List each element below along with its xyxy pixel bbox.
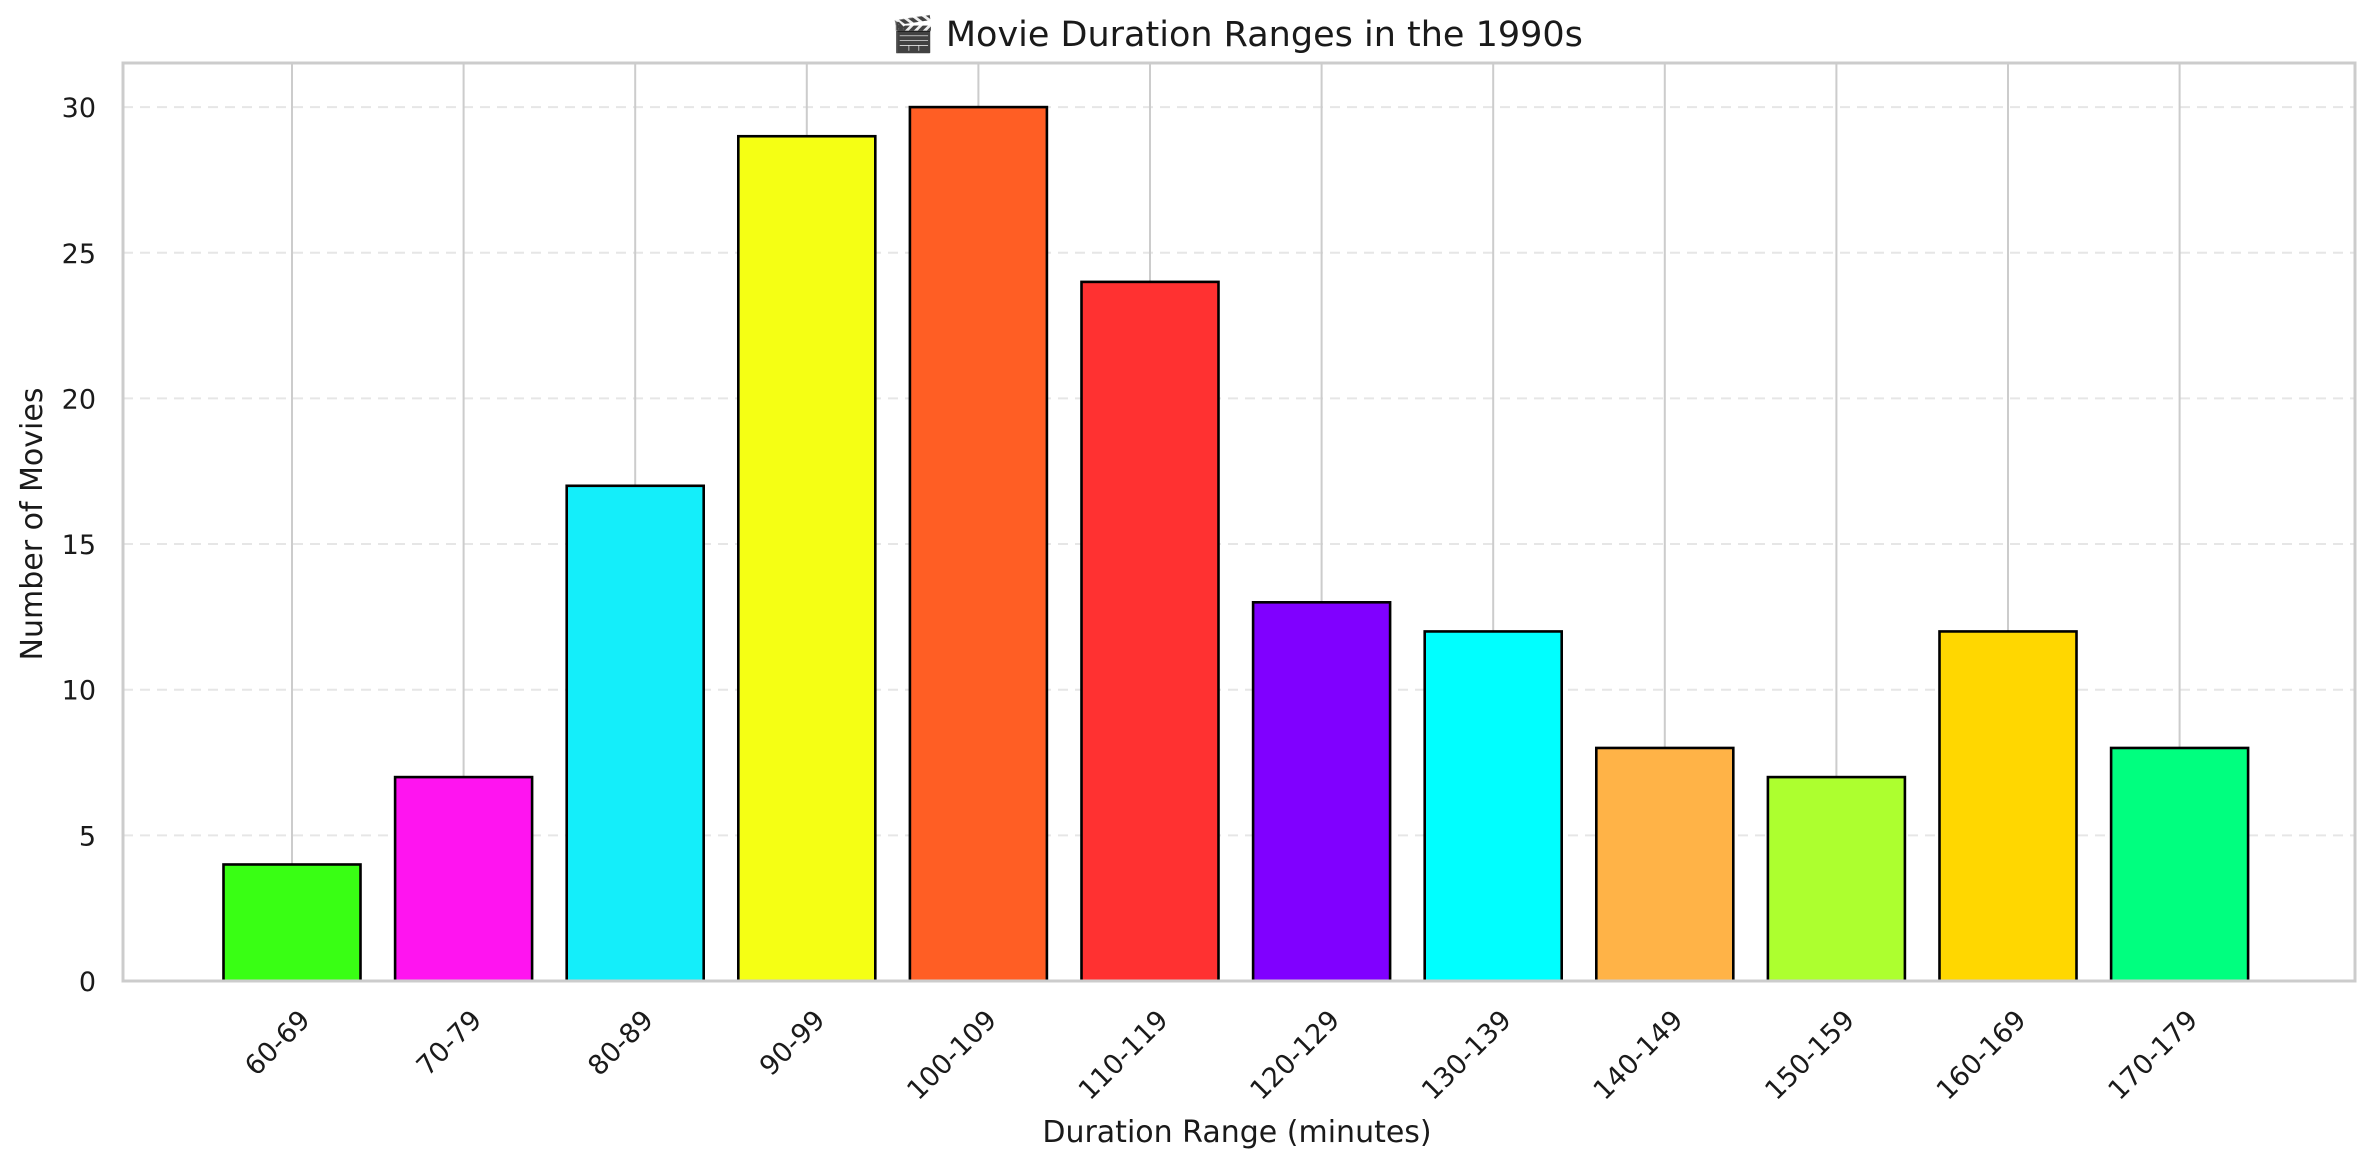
- x-axis-ticks: 60-69 70-79 80-89 90-99 100-109 110-119 120-12…: [239, 1005, 2204, 1107]
- x-tick-label: 130-139: [1416, 1005, 1518, 1107]
- y-tick-label: 5: [79, 821, 96, 852]
- bars: [222, 105, 2250, 983]
- y-tick-label: 30: [62, 93, 96, 124]
- x-tick-label: 150-159: [1759, 1005, 1861, 1107]
- x-tick-label: 90-99: [754, 1005, 831, 1082]
- bar: [1423, 630, 1563, 983]
- bar: [2109, 746, 2250, 983]
- x-tick-label: 170-179: [2102, 1005, 2204, 1107]
- bar: [1766, 775, 1907, 983]
- plot-frame: [121, 61, 2357, 983]
- x-tick-label: 80-89: [582, 1005, 659, 1082]
- x-tick-label: 120-129: [1244, 1005, 1346, 1107]
- x-tick-label: 110-119: [1073, 1005, 1175, 1107]
- x-tick-label: 160-169: [1931, 1005, 2033, 1107]
- bar: [908, 105, 1049, 983]
- bar: [736, 134, 877, 983]
- x-tick-label: 140-149: [1588, 1005, 1690, 1107]
- y-tick-label: 25: [62, 239, 96, 270]
- y-tick-label: 10: [62, 676, 96, 707]
- bar: [1938, 630, 2078, 983]
- y-axis-ticks: 0 5 10 15 20 25 30: [62, 93, 96, 998]
- x-tick-label: 60-69: [239, 1005, 316, 1082]
- chart-title: 🎬 Movie Duration Ranges in the 1990s: [891, 14, 1583, 55]
- x-tick-label: 70-79: [411, 1005, 488, 1082]
- x-axis-label: Duration Range (minutes): [1042, 1115, 1431, 1150]
- y-tick-label: 20: [62, 384, 96, 415]
- x-tick-label: 100-109: [901, 1005, 1003, 1107]
- y-tick-label: 15: [62, 530, 96, 561]
- bar: [1080, 280, 1220, 983]
- y-tick-label: 0: [79, 967, 96, 998]
- bar: [565, 484, 706, 983]
- bar: [222, 863, 362, 983]
- bar: [393, 775, 534, 983]
- y-axis-label: Number of Movies: [15, 388, 50, 661]
- bar: [1595, 746, 1735, 983]
- bar: [1251, 601, 1392, 983]
